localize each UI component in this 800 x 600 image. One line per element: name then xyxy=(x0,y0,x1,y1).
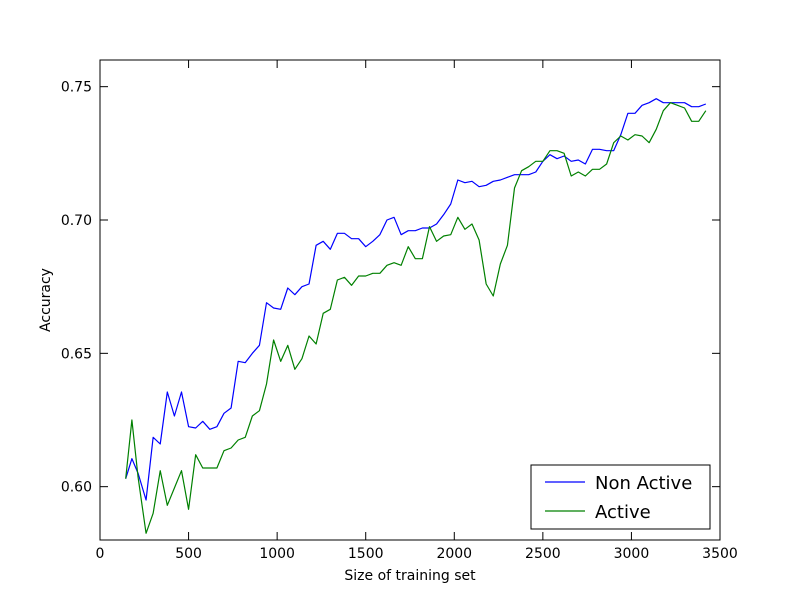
series-lines xyxy=(125,98,707,534)
legend: Non Active Active xyxy=(530,464,711,530)
legend-label-active: Active xyxy=(595,502,651,523)
x-tick-label: 1000 xyxy=(259,546,295,562)
x-axis-label: Size of training set xyxy=(344,568,476,584)
legend-box xyxy=(530,464,711,530)
x-tick-label: 0 xyxy=(96,546,105,562)
series-line-active xyxy=(125,102,707,534)
x-tick-label: 3500 xyxy=(702,546,738,562)
series-line-non-active xyxy=(125,98,707,501)
x-tick-label: 2500 xyxy=(525,546,561,562)
x-tick-label: 3000 xyxy=(614,546,650,562)
y-axis-label: Accuracy xyxy=(38,268,54,332)
y-tick-label: 0.65 xyxy=(61,346,92,362)
axis-ticks: 0 500 1000 1500 2000 2500 3000 3500 0.60 0.65 0.70… xyxy=(61,60,738,562)
x-tick-label: 1500 xyxy=(348,546,384,562)
x-tick-label: 500 xyxy=(175,546,202,562)
y-tick-label: 0.70 xyxy=(61,213,92,229)
y-tick-label: 0.60 xyxy=(61,480,92,496)
legend-label-non-active: Non Active xyxy=(595,473,692,494)
x-tick-label: 2000 xyxy=(436,546,472,562)
y-tick-label: 0.75 xyxy=(61,80,92,96)
